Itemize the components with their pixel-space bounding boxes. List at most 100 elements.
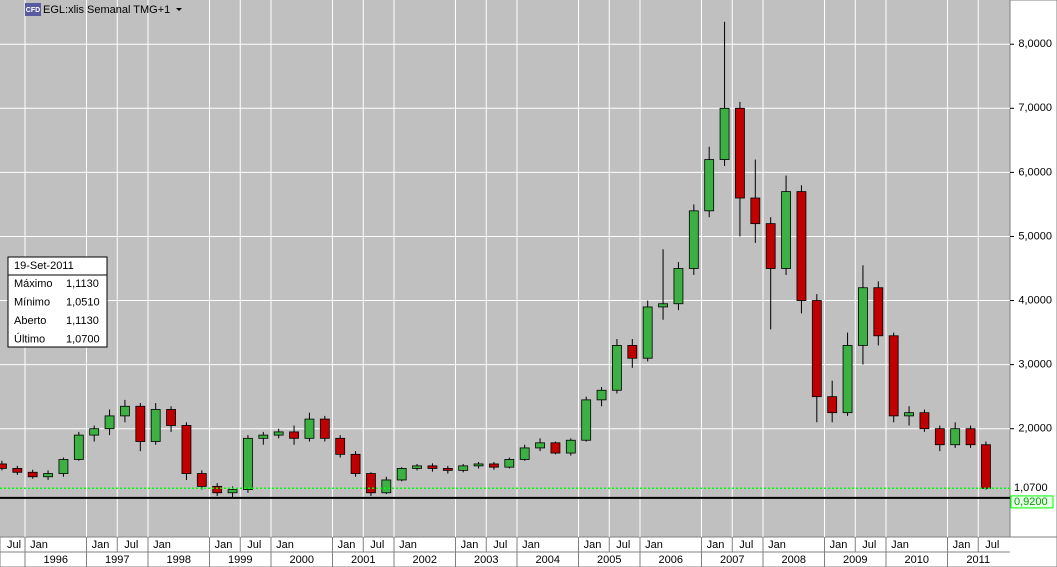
y-tick-label: 4,0000 [1018,294,1052,306]
logo: CFD [26,7,40,14]
info-value: 1,0510 [66,296,100,308]
candle-body [27,471,38,478]
y-tick-label: 7,0000 [1018,102,1052,114]
candle-body [196,473,207,487]
candle-body [765,223,776,269]
candle-body [750,197,761,225]
year-label: 1997 [105,554,129,566]
x-tick-label: Jul [493,539,507,551]
candle-body [304,418,315,439]
x-tick-label: Jul [370,539,384,551]
candle-body [319,418,330,439]
candle-body [381,479,392,494]
candle-body [796,191,807,301]
candle-body [673,268,684,305]
candle-body [565,439,576,454]
year-label: 2004 [536,554,560,566]
x-tick-label: Jan [707,539,725,551]
candle-body [888,335,899,417]
candle-body [811,300,822,398]
candle-body [150,409,161,442]
x-tick-label: Jan [215,539,233,551]
info-value: 1,1130 [66,315,99,327]
candle-body [688,210,699,269]
candle-body [227,489,238,494]
candle-body [273,431,284,436]
info-date: 19-Set-2011 [14,260,74,272]
x-tick-label: Jul [739,539,753,551]
candle-body [212,485,223,494]
y-tick-label: 2,0000 [1018,423,1052,435]
candle-body [642,306,653,359]
candle-body [120,405,130,417]
x-tick-label: Jul [616,539,630,551]
reference-label-box [1011,482,1053,495]
x-tick-label: Jan [461,539,479,551]
candle-body [658,303,668,308]
candle-body [458,465,469,471]
reference-label-box [1010,495,1054,509]
candle-body [335,437,346,455]
candle-body [612,344,622,391]
y-tick-label: 6,0000 [1018,166,1052,178]
candle-body [596,389,607,401]
x-tick-label: Jul [247,539,261,551]
candle-body [873,287,884,337]
candle-body [827,396,838,414]
year-label: 2001 [351,554,375,566]
info-label: Aberto [14,315,46,327]
y-axis-area [1009,0,1057,538]
x-tick-label: Jan [953,539,971,551]
candle-body [166,409,176,426]
title-dropdown[interactable] [176,8,182,11]
candle-body [427,465,438,469]
year-label: 2003 [474,554,498,566]
candle-body [781,191,791,269]
y-tick-label: 3,0000 [1018,359,1052,371]
info-value: 1,1130 [66,278,99,290]
candle-body [104,415,115,430]
candle-body [442,468,453,471]
x-tick-label: Jan [584,539,602,551]
x-tick-label: Jan [645,539,663,551]
chart-title[interactable]: EGL:xlis Semanal TMG+1 [43,4,170,16]
candle-body [504,459,515,468]
candle-body [0,463,7,469]
x-tick-label: Jul [862,539,876,551]
x-tick-label: Jan [276,539,294,551]
y-tick-label: 5,0000 [1018,230,1052,242]
x-tick-label: Jan [830,539,848,551]
x-tick-label: Jan [153,539,171,551]
candle-body [73,434,84,460]
x-tick-label: Jul [7,539,21,551]
year-label: 2002 [413,554,437,566]
candle-body [12,468,23,473]
candle-body [58,459,69,474]
candle-body [350,453,361,474]
candle-body [904,412,914,417]
candle-body [934,428,945,446]
year-label: 2007 [720,554,744,566]
year-label: 1998 [167,554,191,566]
year-label: 2005 [597,554,621,566]
year-label: 1999 [228,554,252,566]
x-tick-label: Jul [124,539,138,551]
x-tick-label: Jan [768,539,786,551]
candle-body [473,463,484,467]
info-value: 1,0700 [66,333,100,345]
candle-body [412,465,422,469]
candle-body [919,412,930,430]
info-box [7,256,108,348]
x-tick-label: Jan [92,539,110,551]
candle-body [289,431,299,439]
candle-body [135,405,146,442]
candle-body [243,437,253,490]
info-label: Mínimo [14,296,50,308]
info-label: Máximo [14,278,53,290]
candle-body [519,447,530,460]
x-tick-label: Jan [399,539,417,551]
candle-body [181,425,192,474]
plot-area [0,0,1010,537]
candle-body [535,442,545,449]
